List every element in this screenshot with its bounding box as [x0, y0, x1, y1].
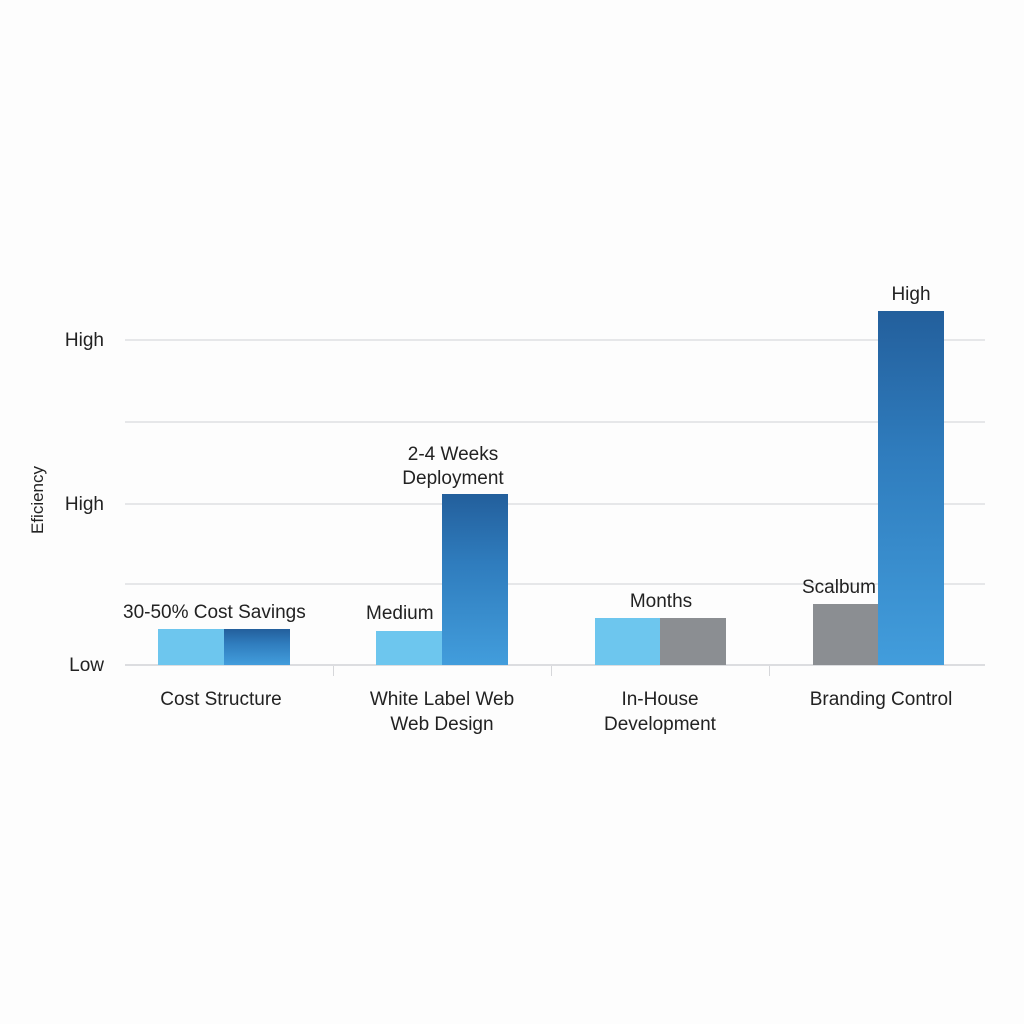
category-label-line2: Web Design — [390, 714, 494, 735]
gridline — [125, 339, 985, 341]
bar-cost-structure-left — [158, 629, 224, 665]
bar-branding-left — [813, 604, 878, 665]
x-axis-baseline — [125, 664, 985, 666]
category-label-line1: Branding Control — [809, 689, 953, 710]
annotation-high: High — [891, 284, 931, 305]
annotation-deployment: 2-4 Weeks Deployment — [353, 443, 553, 491]
annotation-months: Months — [629, 591, 693, 612]
x-axis-tick — [333, 666, 334, 676]
annotation-deployment-line1: 2-4 Weeks — [407, 444, 499, 465]
y-tick-label-top: High — [64, 330, 104, 351]
category-label-white-label: White Label Web Web Design — [342, 687, 542, 737]
annotation-cost-savings: 30-50% Cost Savings — [123, 602, 306, 623]
gridline — [125, 421, 985, 423]
category-label-line1: In-House — [621, 689, 699, 710]
category-label-line2: Development — [604, 714, 716, 735]
x-axis-tick — [769, 666, 770, 676]
gridline — [125, 583, 985, 585]
category-label-line1: White Label Web — [369, 689, 515, 710]
bar-branding-right — [878, 311, 944, 665]
bar-white-label-left — [376, 631, 442, 665]
annotation-deployment-line2: Deployment — [402, 468, 504, 489]
x-axis-tick — [551, 666, 552, 676]
category-label-cost-structure: Cost Structure — [121, 687, 321, 712]
annotation-scalbum: Scalbum — [802, 577, 876, 598]
y-tick-label-middle: High — [64, 494, 104, 515]
y-axis-title: Eficiency — [28, 465, 47, 535]
bar-in-house-left — [595, 618, 660, 665]
category-label-in-house: In-House Development — [560, 687, 760, 737]
y-tick-label-bottom: Low — [69, 655, 104, 676]
bar-white-label-right — [442, 494, 508, 665]
bar-in-house-right — [660, 618, 726, 665]
category-label-line1: Cost Structure — [160, 689, 282, 710]
gridline — [125, 503, 985, 505]
category-label-branding-control: Branding Control — [781, 687, 981, 712]
annotation-medium: Medium — [366, 603, 434, 624]
bar-cost-structure-right — [224, 629, 290, 665]
